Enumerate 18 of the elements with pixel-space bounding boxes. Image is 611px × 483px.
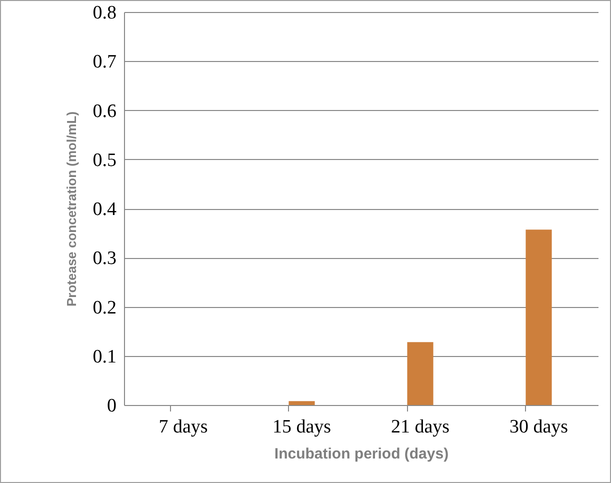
y-tick-label: 0.2 bbox=[92, 297, 116, 318]
y-axis-title: Protease concetration (mol/mL) bbox=[64, 111, 79, 307]
x-tick-label: 21 days bbox=[390, 416, 450, 438]
x-tick-label: 7 days bbox=[158, 416, 208, 438]
y-tick-label: 0 bbox=[107, 396, 116, 416]
bar bbox=[288, 401, 315, 405]
y-tick-label: 0.4 bbox=[92, 199, 117, 220]
y-tick-label: 0.3 bbox=[92, 248, 116, 270]
bar bbox=[526, 230, 552, 405]
bar bbox=[407, 342, 434, 405]
y-tick-label: 0.5 bbox=[92, 150, 116, 171]
y-tick-label: 0.1 bbox=[92, 346, 116, 368]
y-tick-label: 0.8 bbox=[92, 2, 116, 24]
x-tick-label: 30 days bbox=[509, 416, 568, 438]
y-tick-label: 0.6 bbox=[92, 100, 116, 122]
y-tick-label: 0.7 bbox=[92, 52, 116, 73]
x-axis-title: Incubation period (days) bbox=[274, 446, 449, 462]
x-tick-label: 15 days bbox=[272, 416, 332, 438]
